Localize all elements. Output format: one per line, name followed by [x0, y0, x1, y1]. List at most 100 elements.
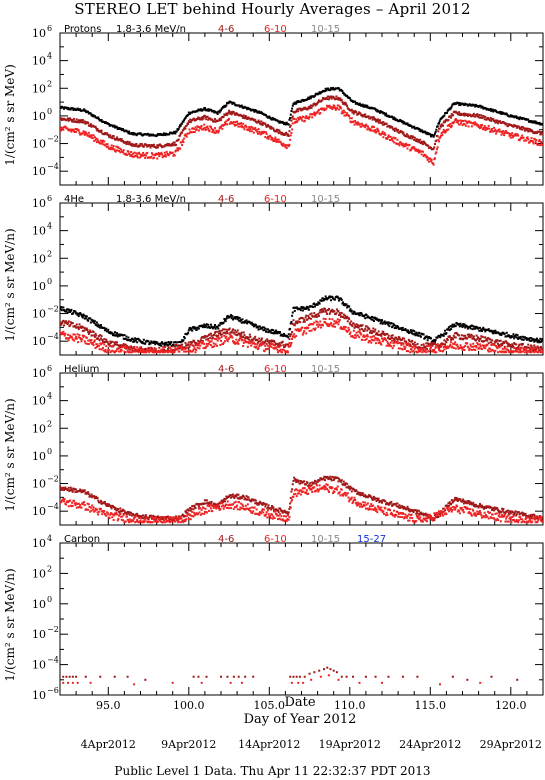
data-point — [413, 136, 416, 139]
data-point — [454, 336, 457, 339]
data-point — [313, 321, 316, 324]
data-point — [368, 129, 371, 132]
data-point — [89, 329, 92, 332]
data-point — [459, 344, 462, 347]
data-point — [276, 348, 279, 351]
data-point — [255, 109, 258, 112]
data-point — [248, 338, 251, 341]
data-point — [383, 131, 386, 134]
data-point — [484, 336, 487, 339]
data-point — [457, 113, 460, 116]
data-point — [463, 114, 466, 117]
data-point — [172, 344, 175, 347]
data-point — [435, 351, 438, 354]
data-point — [325, 98, 328, 101]
data-point — [465, 120, 468, 123]
data-point — [273, 341, 276, 344]
data-point — [162, 342, 165, 345]
data-point — [124, 343, 127, 346]
data-point — [447, 327, 450, 330]
data-point — [450, 341, 453, 344]
data-point — [328, 312, 331, 315]
data-point — [462, 112, 465, 115]
data-point — [431, 349, 434, 352]
data-point — [254, 499, 257, 502]
data-point — [444, 343, 447, 346]
data-point — [436, 336, 439, 339]
data-point — [449, 115, 452, 118]
data-point — [203, 502, 206, 505]
data-point — [313, 328, 316, 331]
data-point — [287, 134, 290, 137]
data-point — [521, 342, 524, 345]
data-point — [356, 325, 359, 328]
data-point — [269, 342, 272, 345]
data-point — [193, 340, 196, 343]
data-point — [272, 329, 275, 332]
data-point — [150, 514, 153, 517]
data-point — [381, 332, 383, 335]
data-point — [290, 490, 293, 493]
data-point — [138, 346, 141, 349]
data-point — [200, 116, 203, 119]
data-point — [422, 343, 425, 346]
y-tick-label: 10 — [32, 165, 46, 178]
data-point — [340, 311, 343, 314]
data-point — [291, 337, 294, 340]
data-point — [523, 336, 526, 339]
data-point — [368, 327, 371, 330]
data-point — [94, 138, 97, 141]
data-point — [313, 315, 316, 318]
data-point — [476, 326, 479, 329]
data-point — [360, 327, 363, 330]
data-point — [399, 339, 402, 342]
data-point — [271, 343, 274, 346]
data-point — [93, 339, 96, 342]
data-point — [162, 134, 165, 137]
data-point — [230, 113, 233, 116]
data-point — [426, 342, 429, 345]
data-point — [457, 119, 460, 122]
data-point — [374, 131, 377, 134]
data-point — [75, 337, 78, 340]
data-point — [289, 134, 292, 137]
data-point — [70, 488, 73, 491]
data-point — [131, 337, 134, 340]
data-point — [124, 351, 127, 354]
data-point — [114, 334, 117, 337]
data-point — [77, 120, 80, 123]
data-point — [234, 113, 237, 116]
data-point — [489, 347, 492, 350]
data-point — [277, 351, 280, 354]
data-point — [307, 106, 310, 109]
data-point — [489, 338, 492, 341]
data-point — [396, 130, 399, 133]
data-point — [265, 330, 268, 333]
data-point — [289, 343, 292, 346]
data-point — [433, 351, 436, 354]
data-point — [332, 323, 335, 326]
data-point — [407, 338, 410, 341]
data-point — [532, 348, 535, 351]
data-point — [124, 346, 127, 349]
data-point — [242, 117, 245, 120]
data-point — [452, 338, 455, 341]
data-point — [332, 96, 335, 99]
data-point — [299, 309, 302, 312]
data-point — [213, 325, 216, 328]
y-tick-exponent: 0 — [47, 107, 52, 116]
data-point — [224, 500, 227, 503]
data-point — [291, 483, 294, 486]
data-point — [269, 135, 272, 138]
data-point — [413, 344, 416, 347]
data-point — [303, 119, 306, 122]
data-point — [77, 119, 80, 122]
data-point — [395, 128, 398, 131]
data-point — [367, 115, 370, 118]
data-point — [382, 136, 385, 139]
data-point — [182, 339, 185, 342]
data-point — [450, 116, 453, 119]
data-point — [219, 117, 222, 120]
